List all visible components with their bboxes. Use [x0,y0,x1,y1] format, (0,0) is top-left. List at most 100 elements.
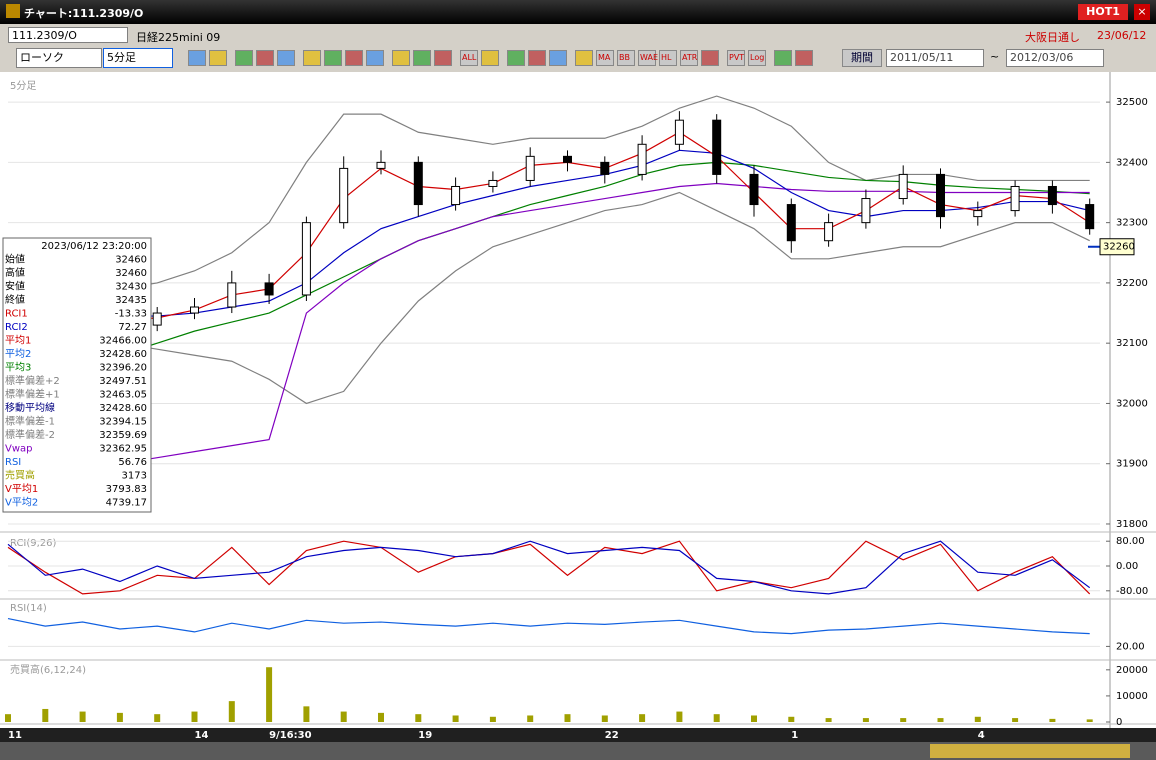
session: 大阪日通し [1025,31,1080,44]
title-bar [0,0,1156,24]
tool-button[interactable]: HL [659,50,677,66]
volume-bar [228,701,235,722]
period-button[interactable]: 期間 [842,49,882,67]
candle-body [637,143,647,175]
scrollbar [0,742,1156,760]
info-row [0,24,1156,46]
volume-bar [340,711,347,722]
x-tick-label: 9/16:30 [269,730,311,741]
x-tick-label: 14 [195,730,209,741]
candle-body [339,167,349,224]
tool-icon[interactable] [324,50,342,66]
volume-bar [154,714,161,722]
current-price-box [1099,238,1135,256]
panel-label: 売買高(6,12,24) [10,663,86,676]
to-date[interactable]: 2012/03/06 [1006,49,1104,67]
tool-icon[interactable] [413,50,431,66]
info-value: 32466.00 [99,336,147,347]
y-tick-label: 32400 [1116,157,1148,168]
date: 23/06/12 [1097,29,1147,42]
from-date[interactable]: 2011/05/11 [886,49,984,67]
y-tick-label: 32500 [1116,97,1148,108]
info-label: V平均2 [5,497,38,509]
info-value: 3173 [122,471,147,482]
candle-body [190,306,199,314]
tool-icon[interactable] [303,50,321,66]
tool-icon[interactable] [795,50,813,66]
candle-body [488,179,498,187]
volume-bar [415,714,422,722]
volume-bar [974,716,981,722]
info-label: 標準偏差+1 [5,388,60,401]
volume-bar [937,718,944,722]
info-label: Vwap [5,444,33,455]
y-tick-label: 0 [1116,717,1122,728]
y-tick-label: 31800 [1116,519,1148,530]
tool-icon[interactable] [366,50,384,66]
info-label: 平均1 [5,335,31,347]
interval-select[interactable]: 5分足 [103,48,173,68]
candle-body [936,173,945,218]
y-tick-label: 32300 [1116,218,1148,229]
info-label: 標準偏差-1 [5,415,55,428]
info-value: 72.27 [118,322,147,333]
tool-button[interactable]: BB [617,50,635,66]
tool-button[interactable]: Log [748,50,766,66]
info-value: 32394.15 [99,417,147,428]
y-tick-label: 0.00 [1116,561,1138,572]
candle-body [973,210,983,218]
candle-body [1047,185,1057,206]
info-value: 32463.05 [99,390,147,401]
tool-icon[interactable] [209,50,227,66]
info-label: 平均2 [5,348,31,360]
tool-icon[interactable] [507,50,525,66]
info-label: 標準偏差-2 [5,428,55,441]
candle-body [898,173,908,200]
tool-icon[interactable] [701,50,719,66]
volume-bar [639,714,646,722]
info-label: 終値 [5,293,25,306]
info-label: V平均1 [5,483,38,495]
tool-button[interactable]: ALL [460,50,478,66]
tool-icon[interactable] [277,50,295,66]
info-value: 3793.83 [106,484,147,495]
tool-icon[interactable] [345,50,363,66]
tool-icon[interactable] [392,50,410,66]
hot-badge[interactable]: HOT1 [1078,4,1128,20]
series-line [7,95,1090,290]
info-box [2,237,152,513]
tool-icon[interactable] [188,50,206,66]
info-value: 4739.17 [106,498,147,509]
info-label: 売買高 [5,469,35,482]
volume-bar [452,715,459,722]
volume-bar [191,711,198,722]
y-tick-label: 20.00 [1116,641,1145,652]
series-line [7,540,1091,595]
tool-button[interactable]: WAE [638,50,658,66]
tool-button[interactable]: PVT [727,50,745,66]
tool-icon[interactable] [434,50,452,66]
chart-style-select[interactable]: ローソク [16,48,102,68]
tool-icon[interactable] [575,50,593,66]
tool-icon[interactable] [774,50,792,66]
info-time: 2023/06/12 23:20:00 [41,241,147,252]
tool-button[interactable]: MA [596,50,614,66]
info-label: 標準偏差+2 [5,374,60,387]
tool-icon[interactable] [481,50,499,66]
close-button[interactable]: × [1134,4,1150,20]
symbol-box[interactable]: 111.2309/O [8,27,128,43]
tool-icon[interactable] [528,50,546,66]
tool-icon[interactable] [235,50,253,66]
candle-body [749,173,759,206]
y-tick-label: 20000 [1116,665,1148,676]
volume-bar [5,714,11,722]
volume-bar [1012,718,1019,722]
tool-button[interactable]: ATR [680,50,698,66]
tool-icon[interactable] [256,50,274,66]
window-title: チャート:111.2309/O [24,7,144,20]
y-tick-label: -80.00 [1116,586,1148,597]
tool-icon[interactable] [549,50,567,66]
app-icon [6,4,20,18]
info-value: 32460 [115,255,147,266]
